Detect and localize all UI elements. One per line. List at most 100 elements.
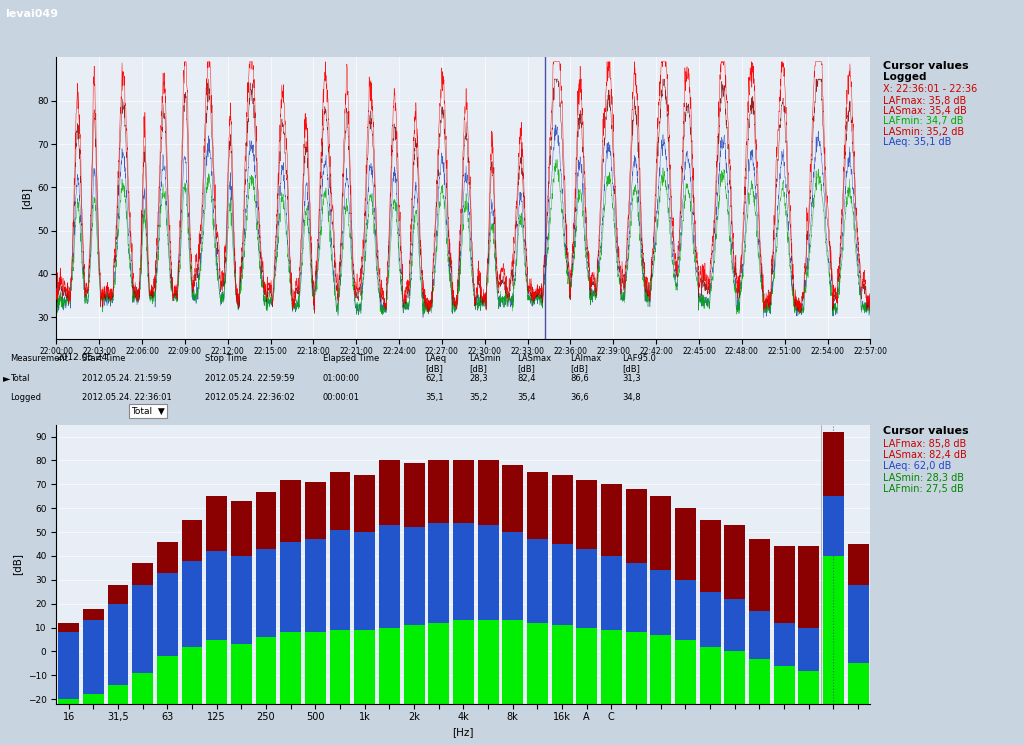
Bar	[230, 501, 252, 556]
Text: LASmax
[dB]: LASmax [dB]	[517, 354, 551, 373]
Bar	[181, 647, 203, 704]
Text: 28,3: 28,3	[469, 374, 487, 383]
Text: 35,4: 35,4	[517, 393, 536, 402]
Bar	[256, 549, 276, 637]
Bar	[699, 647, 721, 704]
Bar	[823, 556, 844, 704]
Bar	[626, 489, 646, 563]
Text: 2012.05.24.: 2012.05.24.	[56, 353, 111, 362]
Bar	[527, 472, 548, 539]
Bar	[206, 496, 227, 551]
Bar	[675, 639, 696, 704]
Bar	[330, 630, 350, 704]
Bar	[626, 563, 646, 633]
Bar	[83, 694, 103, 704]
X-axis label: [Hz]: [Hz]	[453, 727, 474, 738]
Bar	[773, 623, 795, 666]
Bar	[848, 585, 868, 664]
Text: Measurement: Measurement	[10, 354, 69, 363]
Text: LAFmax: 85,8 dB: LAFmax: 85,8 dB	[883, 439, 966, 449]
Bar	[305, 482, 326, 539]
Bar	[354, 532, 375, 630]
Bar	[354, 475, 375, 532]
Bar	[626, 633, 646, 704]
Text: LAF95.0
[dB]: LAF95.0 [dB]	[623, 354, 656, 373]
Bar	[281, 480, 301, 542]
Bar	[83, 609, 103, 621]
Bar	[256, 637, 276, 704]
Y-axis label: [dB]: [dB]	[12, 554, 23, 575]
Bar	[577, 549, 597, 627]
Bar	[428, 522, 450, 623]
Bar	[477, 460, 499, 525]
Text: LAeq: 62,0 dB: LAeq: 62,0 dB	[883, 461, 951, 472]
Bar	[749, 659, 770, 704]
Text: 2012.05.24. 22:36:02: 2012.05.24. 22:36:02	[205, 393, 295, 402]
Bar	[58, 623, 79, 633]
Text: Start Time: Start Time	[82, 354, 125, 363]
Bar	[552, 625, 572, 704]
Text: 00:00:01: 00:00:01	[323, 393, 359, 402]
Text: LASmax: 35,4 dB: LASmax: 35,4 dB	[883, 106, 967, 116]
Bar	[502, 465, 523, 532]
Bar	[230, 644, 252, 704]
Text: 31,3: 31,3	[623, 374, 641, 383]
Text: 36,6: 36,6	[570, 393, 589, 402]
Bar	[773, 546, 795, 623]
Bar	[403, 463, 425, 527]
Bar	[477, 525, 499, 621]
Bar	[502, 621, 523, 704]
Bar	[699, 592, 721, 647]
Bar	[206, 639, 227, 704]
Bar	[601, 484, 622, 556]
Bar	[577, 627, 597, 704]
Bar	[477, 621, 499, 704]
Text: LASmin: 35,2 dB: LASmin: 35,2 dB	[883, 127, 964, 137]
Bar	[601, 630, 622, 704]
Bar	[83, 621, 103, 694]
Bar	[749, 539, 770, 611]
Bar	[724, 599, 745, 651]
Text: LASmax: 82,4 dB: LASmax: 82,4 dB	[883, 450, 967, 460]
Bar	[58, 633, 79, 700]
Bar	[157, 656, 178, 704]
Text: 82,4: 82,4	[517, 374, 536, 383]
Bar	[773, 666, 795, 704]
Bar	[601, 556, 622, 630]
Bar	[502, 532, 523, 621]
Bar	[379, 627, 399, 704]
Bar	[379, 525, 399, 627]
Bar	[230, 556, 252, 644]
Bar	[675, 580, 696, 639]
Text: Elapsed Time: Elapsed Time	[323, 354, 379, 363]
Bar	[108, 585, 128, 603]
Bar	[675, 508, 696, 580]
Bar	[527, 539, 548, 623]
Text: 01:00:00: 01:00:00	[323, 374, 359, 383]
Bar	[256, 492, 276, 549]
Bar	[305, 539, 326, 633]
Text: LAeq: 35,1 dB: LAeq: 35,1 dB	[883, 137, 951, 148]
Bar	[58, 700, 79, 704]
Y-axis label: [dB]: [dB]	[22, 187, 32, 209]
Bar	[157, 542, 178, 573]
Text: Cursor values: Cursor values	[883, 425, 969, 436]
Bar	[848, 544, 868, 585]
Bar	[552, 475, 572, 544]
Bar	[823, 432, 844, 496]
Bar	[403, 527, 425, 625]
Bar	[650, 571, 671, 635]
Bar	[527, 623, 548, 704]
Bar	[281, 633, 301, 704]
Bar	[157, 573, 178, 656]
Text: 34,8: 34,8	[623, 393, 641, 402]
Text: Stop Time: Stop Time	[205, 354, 247, 363]
Text: Total  ▼: Total ▼	[131, 407, 165, 416]
Text: Total: Total	[10, 374, 30, 383]
Text: X: 22:36:01 - 22:36: X: 22:36:01 - 22:36	[883, 84, 977, 95]
Bar	[577, 480, 597, 549]
Bar	[108, 685, 128, 704]
Text: LAFmin: 34,7 dB: LAFmin: 34,7 dB	[883, 116, 964, 127]
Text: Logged: Logged	[883, 72, 926, 83]
Text: 2012.05.24. 22:59:59: 2012.05.24. 22:59:59	[205, 374, 294, 383]
